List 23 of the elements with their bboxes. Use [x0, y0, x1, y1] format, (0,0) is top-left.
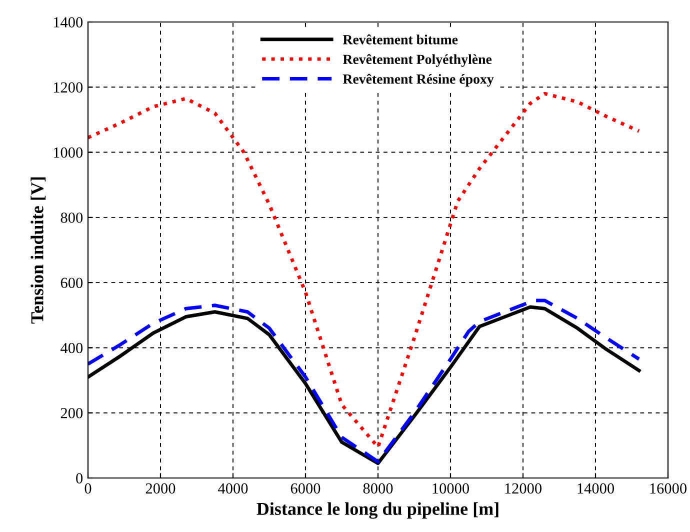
- y-axis-title: Tension induite [V]: [30, 177, 46, 324]
- x-tick-label: 16000: [650, 483, 687, 494]
- x-tick-label: 2000: [146, 483, 176, 494]
- x-tick-label: 10000: [432, 483, 470, 494]
- x-tick-label: 14000: [578, 483, 614, 494]
- y-tick-label: 400: [60, 342, 83, 354]
- y-tick-label: 1000: [54, 147, 83, 158]
- y-tick-label: 1200: [54, 82, 83, 93]
- line-series: [88, 92, 641, 449]
- legend-label: Revêtement Polyéthylène: [342, 54, 492, 67]
- y-tick-label: 0: [76, 473, 83, 484]
- y-tick-label: 800: [60, 212, 83, 223]
- legend-label: Revêtement bitume: [342, 34, 458, 44]
- x-axis-title: Distance le long du pipeline [m]: [256, 502, 498, 519]
- legend-label: Revêtement Résine époxy: [342, 74, 494, 87]
- x-tick-label: 6000: [290, 483, 320, 494]
- y-tick-label: 200: [60, 408, 83, 418]
- x-tick-label: 0: [84, 483, 92, 494]
- x-tick-label: 4000: [218, 483, 248, 494]
- y-tick-label: 1400: [54, 17, 83, 28]
- x-tick-label: 8000: [363, 483, 393, 494]
- y-tick-label: 600: [60, 278, 83, 288]
- x-tick-label: 12000: [505, 483, 542, 494]
